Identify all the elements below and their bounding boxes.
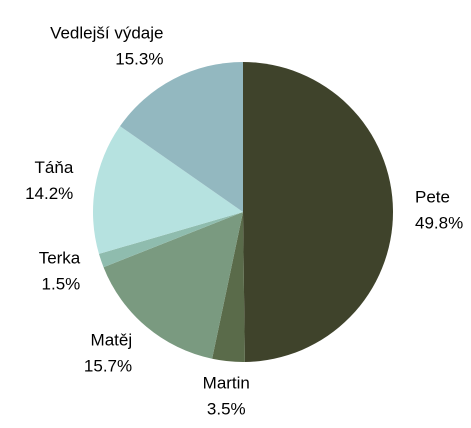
pie-slice <box>243 62 394 362</box>
slice-label: Matěj <box>91 331 133 350</box>
slice-value-label: 15.7% <box>84 357 132 376</box>
pie-slice <box>103 212 243 359</box>
slice-label: Martin <box>203 374 250 393</box>
pie-slice <box>92 126 243 254</box>
slice-label: Táňa <box>35 158 74 177</box>
pie-slice <box>98 212 243 268</box>
slice-label: Vedlejší výdaje <box>50 24 163 43</box>
slice-label: Pete <box>415 187 450 206</box>
slice-value-label: 14.2% <box>25 184 73 203</box>
slice-value-label: 1.5% <box>42 275 81 294</box>
slice-value-label: 15.3% <box>115 50 163 69</box>
slice-value-label: 3.5% <box>207 400 246 419</box>
pie-slice <box>212 212 245 363</box>
pie-slice <box>120 62 243 212</box>
slice-value-label: 49.8% <box>415 213 463 232</box>
slice-label: Terka <box>39 249 81 268</box>
